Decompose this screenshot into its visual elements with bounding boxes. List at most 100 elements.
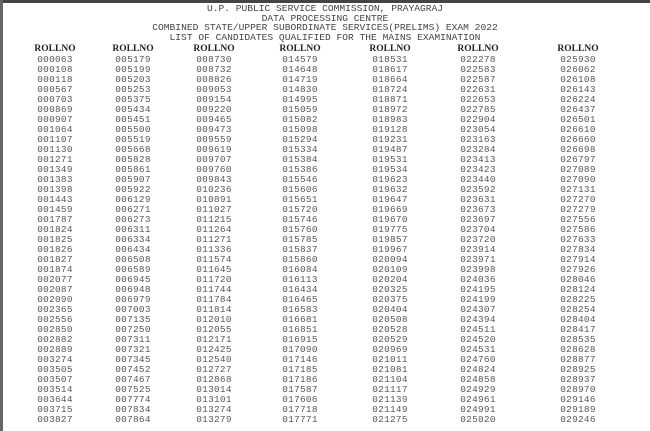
roll-number: 008826 <box>196 74 232 85</box>
roll-number: 005519 <box>115 134 151 145</box>
roll-number: 021011 <box>372 354 408 365</box>
roll-number: 023163 <box>460 134 496 145</box>
roll-number: 012171 <box>196 334 232 345</box>
roll-number: 001064 <box>37 124 73 135</box>
roll-number: 005451 <box>115 114 151 125</box>
roll-number: 000118 <box>37 74 73 85</box>
roll-number: 028535 <box>560 334 596 345</box>
exam-title: COMBINED STATE/UPPER SUBORDINATE SERVICE… <box>152 22 498 34</box>
roll-number: 001874 <box>37 264 73 275</box>
roll-number: 019128 <box>372 124 408 135</box>
roll-number: 021149 <box>372 404 408 415</box>
roll-number: 006979 <box>115 294 151 305</box>
roll-number: 014579 <box>282 54 318 65</box>
roll-number: 017186 <box>282 374 318 385</box>
roll-number: 023998 <box>460 264 496 275</box>
roll-number: 014830 <box>282 84 318 95</box>
roll-number: 027926 <box>560 264 596 275</box>
roll-number: 022631 <box>460 84 496 95</box>
roll-number: 026501 <box>560 114 596 125</box>
roll-number: 011336 <box>196 244 232 255</box>
roll-number: 001398 <box>37 184 73 195</box>
roll-number: 018531 <box>372 54 408 65</box>
roll-number: 026660 <box>560 134 596 145</box>
roll-number: 011215 <box>196 214 232 225</box>
roll-number: 028970 <box>560 384 596 395</box>
roll-number: 005253 <box>115 84 151 95</box>
roll-number: 011271 <box>196 234 232 245</box>
roll-number: 028404 <box>560 314 596 325</box>
roll-number: 005434 <box>115 104 151 115</box>
roll-number: 005861 <box>115 164 151 175</box>
roll-number: 024036 <box>460 274 496 285</box>
roll-number: 018983 <box>372 114 408 125</box>
column-header: ROLLNO <box>34 44 76 54</box>
roll-number: 017718 <box>282 404 318 415</box>
roll-number: 006508 <box>115 254 151 265</box>
roll-number: 020508 <box>372 314 408 325</box>
roll-number: 025930 <box>560 54 596 65</box>
roll-number: 001826 <box>37 244 73 255</box>
roll-number: 019623 <box>372 174 408 185</box>
roll-number: 002365 <box>37 304 73 315</box>
column-header: ROLLNO <box>112 44 154 54</box>
roll-number: 001130 <box>37 144 73 155</box>
roll-number: 026108 <box>560 74 596 85</box>
left-border <box>0 0 3 431</box>
roll-number: 015386 <box>282 164 318 175</box>
roll-number: 021081 <box>372 364 408 375</box>
roll-number: 007345 <box>115 354 151 365</box>
roll-number: 010236 <box>196 184 232 195</box>
roll-number: 018972 <box>372 104 408 115</box>
roll-number: 020404 <box>372 304 408 315</box>
roll-number: 019670 <box>372 214 408 225</box>
roll-number: 018724 <box>372 84 408 95</box>
roll-number: 023673 <box>460 204 496 215</box>
roll-number: 023914 <box>460 244 496 255</box>
roll-number: 009465 <box>196 114 232 125</box>
roll-number: 003514 <box>37 384 73 395</box>
rollno-column: ROLLNO 005179 005199 005203 005253 005375 0054… <box>95 44 171 425</box>
roll-number: 026437 <box>560 104 596 115</box>
roll-number: 007250 <box>115 324 151 335</box>
top-border <box>0 0 650 3</box>
roll-number: 007467 <box>115 374 151 385</box>
roll-number: 009707 <box>196 154 232 165</box>
roll-number: 014719 <box>282 74 318 85</box>
roll-number: 007311 <box>115 334 151 345</box>
column-header: ROLLNO <box>557 44 599 54</box>
roll-number: 026797 <box>560 154 596 165</box>
roll-number: 001825 <box>37 234 73 245</box>
roll-number: 020094 <box>372 254 408 265</box>
roll-number: 005922 <box>115 184 151 195</box>
roll-number: 022587 <box>460 74 496 85</box>
roll-number: 016084 <box>282 264 318 275</box>
roll-number: 023704 <box>460 224 496 235</box>
list-title: LIST OF CANDIDATES QUALIFIED FOR THE MAI… <box>169 31 481 43</box>
roll-number: 012868 <box>196 374 232 385</box>
roll-number: 001383 <box>37 174 73 185</box>
commission-title: U.P. PUBLIC SERVICE COMMISSION, PRAYAGRA… <box>206 3 444 14</box>
roll-number: 011720 <box>196 274 232 285</box>
roll-number: 002087 <box>37 284 73 295</box>
roll-number: 000567 <box>37 84 73 95</box>
roll-number: 015606 <box>282 184 318 195</box>
rollno-column: ROLLNO 018531 018617 018664 018724 018871 0189… <box>352 44 428 425</box>
roll-number: 017587 <box>282 384 318 395</box>
roll-number: 015746 <box>282 214 318 225</box>
roll-number: 012055 <box>196 324 232 335</box>
roll-number: 016113 <box>282 274 318 285</box>
roll-number: 001443 <box>37 194 73 205</box>
roll-number: 017185 <box>282 364 318 375</box>
roll-number: 024511 <box>460 324 496 335</box>
roll-number: 001824 <box>37 224 73 235</box>
rollno-column: ROLLNO 022278 022583 022587 022631 022653 0227… <box>440 44 516 425</box>
roll-number: 018664 <box>372 74 408 85</box>
roll-number: 003505 <box>37 364 73 375</box>
roll-number: 019487 <box>372 144 408 155</box>
roll-number: 015082 <box>282 114 318 125</box>
column-header: ROLLNO <box>193 44 235 54</box>
roll-number: 019231 <box>372 134 408 145</box>
roll-number: 015546 <box>282 174 318 185</box>
roll-number: 010891 <box>196 194 232 205</box>
